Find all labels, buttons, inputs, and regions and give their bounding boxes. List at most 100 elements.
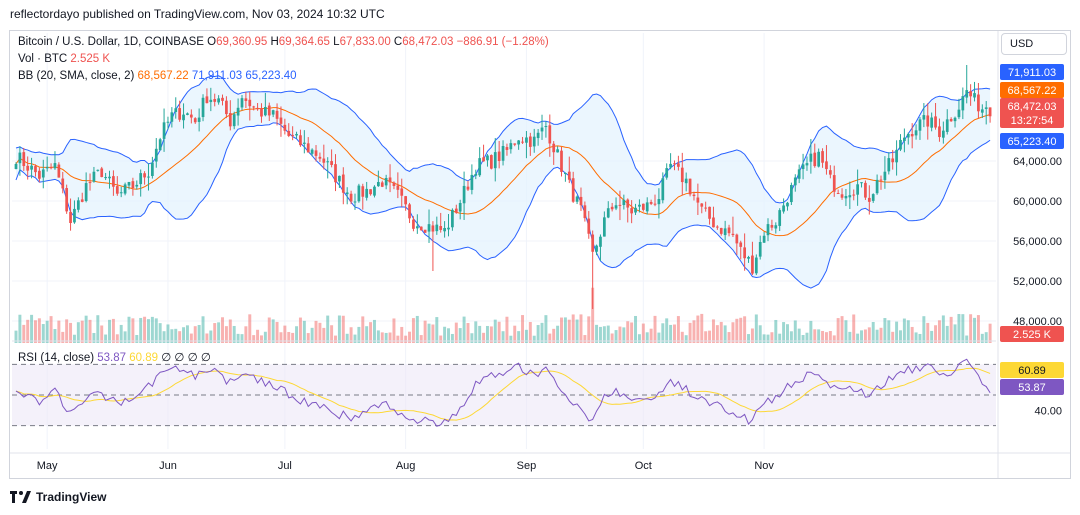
candle-body [680,167,684,183]
rsi-ma-badge-text: 60.89 [1018,365,1046,377]
candle [844,188,848,207]
volume-bar [528,321,532,343]
candle-body [18,152,22,164]
candle [260,103,263,123]
candle [61,171,65,194]
volume-bar [185,325,189,343]
volume-bar [419,335,423,343]
legend-rsi-value: 53.87 [97,352,129,364]
candle-body [704,207,708,209]
volume-bar [883,318,887,343]
candle-body [264,106,267,116]
candle [871,193,875,203]
volume-bar [462,316,466,343]
volume-bar [302,320,306,343]
candle-body [217,98,220,103]
volume-bar [587,316,591,343]
candle-body [291,134,295,136]
candle [532,128,536,153]
candle [634,203,637,216]
candle-body [957,109,961,118]
candle-body [415,226,419,229]
candle [914,124,918,140]
candle [536,129,540,146]
candle [501,140,505,166]
candle-body [240,98,244,108]
legend-bb-upper: 71,911.03 [192,70,246,82]
chart-frame[interactable]: 48,000.00 52,000.00 56,000.00 60,000.00 64,0… [9,30,1071,479]
candle [228,100,232,131]
volume-bar [556,325,560,343]
volume-bar [669,324,673,343]
candle-body [76,200,80,210]
candle [938,118,941,142]
candle [599,234,602,261]
volume-bar [711,319,715,343]
volume-bar [610,333,614,343]
candle-body [119,192,123,194]
candle-body [762,235,766,243]
volume-bar [809,320,813,343]
candle [567,156,571,184]
volume-bar [867,327,871,343]
volume-bar [957,314,961,343]
currency-selector[interactable]: USD [1001,33,1067,55]
volume-bar [766,334,770,343]
volume-bar [696,315,700,343]
volume-bar [871,322,875,343]
candle [112,170,115,196]
volume-bar [283,325,287,343]
brand-label: TradingView [36,490,107,504]
volume-bar [439,335,443,343]
candle-body [197,117,201,122]
candle-body [100,168,104,178]
volume-bar [941,315,945,343]
candle [521,136,524,144]
volume-bar [170,329,174,343]
volume-bar [146,319,150,343]
volume-bar [209,330,213,343]
candle-body [369,189,372,195]
candle [73,200,76,224]
volume-bar [450,333,454,343]
volume-bar [797,328,801,343]
price-chart[interactable]: 48,000.00 52,000.00 56,000.00 60,000.00 64,0… [10,31,1070,478]
candle [571,171,575,203]
volume-bar [380,332,384,343]
candle [626,198,630,223]
candle [591,230,595,309]
volume-bar [961,314,965,343]
candle [735,233,739,255]
candle [969,84,972,106]
candle-body [700,203,704,207]
volume-bar [252,335,256,343]
volume-bar [965,335,969,343]
volume-bar [72,334,76,343]
volume-bar [704,331,708,343]
candle [447,214,450,237]
candle [412,216,415,232]
candle [883,156,887,189]
volume-bar [131,318,135,343]
candle-body [778,210,782,226]
candle-body [525,137,528,143]
candle [653,194,657,207]
candle-body [684,178,688,184]
volume-bar [524,329,528,343]
candle [715,225,719,230]
candle [910,123,914,149]
candle [673,160,676,171]
candle [349,190,353,205]
candle-body [412,219,415,229]
volume-bar [314,320,318,343]
candle-body [334,164,337,183]
volume-bar [162,331,166,343]
bb-basis-badge-bg [1000,82,1064,98]
candle-body [825,161,828,170]
volume-bar [104,334,108,343]
candle-body [221,97,224,101]
month-label: Jun [159,460,177,472]
legend-high-label: H [270,36,278,48]
candle [879,175,883,190]
volume-bar [201,316,205,343]
